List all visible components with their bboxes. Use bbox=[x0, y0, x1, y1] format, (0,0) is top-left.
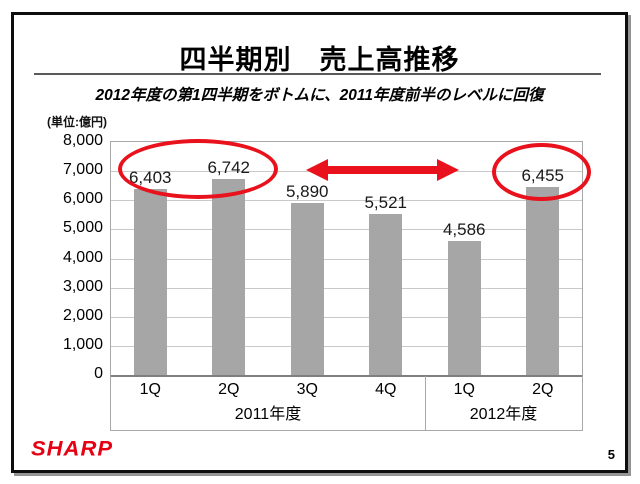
x-axis-category-label: 3Q bbox=[296, 381, 318, 398]
gridline bbox=[111, 258, 582, 260]
x-axis-group-label: 2011年度 bbox=[234, 406, 302, 423]
x-axis-category-label: 4Q bbox=[375, 381, 397, 398]
y-axis-tick-label: 2,000 bbox=[62, 306, 103, 324]
sharp-logo: SHARP bbox=[31, 436, 114, 461]
y-axis-tick-label: 1,000 bbox=[62, 335, 103, 353]
y-axis-labels: 8,000 7,000 6,000 5,000 4,000 3,000 2,000 1,000… bbox=[41, 132, 103, 382]
slide-subtitle: 2012年度の第1四半期をボトムに、2011年度前半のレベルに回復 bbox=[95, 87, 544, 104]
unit-label: (単位:億円) bbox=[47, 115, 107, 129]
bar-value-label: 5,521 bbox=[364, 193, 408, 213]
x-axis-category-label: 1Q bbox=[453, 381, 475, 398]
bar bbox=[447, 241, 481, 375]
bar bbox=[526, 187, 560, 375]
gridline bbox=[111, 229, 582, 231]
x-axis-box: 1Q 2Q 3Q 4Q 1Q 2Q 2011年度 2012年度 bbox=[110, 376, 583, 431]
x-axis-group-label: 2012年度 bbox=[469, 406, 538, 423]
gridline bbox=[111, 200, 582, 202]
bar bbox=[290, 203, 324, 375]
page-number: 5 bbox=[607, 447, 615, 462]
bar bbox=[212, 178, 246, 375]
x-axis-category-label: 2Q bbox=[218, 381, 240, 398]
page-title: 四半期別 売上高推移 bbox=[179, 45, 460, 75]
bar-value-label: 6,455 bbox=[521, 165, 565, 185]
gridline bbox=[111, 287, 582, 289]
bar-value-label: 5,890 bbox=[285, 182, 329, 202]
x-axis-category-label: 2Q bbox=[532, 381, 554, 398]
axis-group-divider bbox=[425, 376, 426, 430]
gridline bbox=[111, 345, 582, 347]
y-axis-tick-label: 0 bbox=[94, 365, 103, 382]
y-axis-tick-label: 5,000 bbox=[62, 219, 103, 237]
y-axis-tick-label: 7,000 bbox=[62, 161, 103, 179]
bar bbox=[133, 188, 167, 375]
y-axis-tick-label: 6,000 bbox=[62, 190, 103, 208]
y-axis-tick-label: 8,000 bbox=[62, 132, 103, 149]
bar-value-label: 6,742 bbox=[207, 157, 251, 177]
title-underline bbox=[34, 73, 601, 75]
x-axis-category-label: 1Q bbox=[139, 381, 161, 398]
bar-value-label: 6,403 bbox=[128, 167, 172, 187]
slide-frame: 四半期別 売上高推移 2012年度の第1四半期をボトムに、2011年度前半のレベ… bbox=[11, 12, 628, 473]
bar-value-label: 4,586 bbox=[442, 220, 486, 240]
y-axis-tick-label: 3,000 bbox=[62, 277, 103, 295]
y-axis-tick-label: 4,000 bbox=[62, 248, 103, 266]
bar bbox=[369, 214, 403, 375]
gridline bbox=[111, 316, 582, 318]
plot-area: 6,403 6,742 5,890 5,521 4,586 6,455 bbox=[110, 141, 583, 377]
